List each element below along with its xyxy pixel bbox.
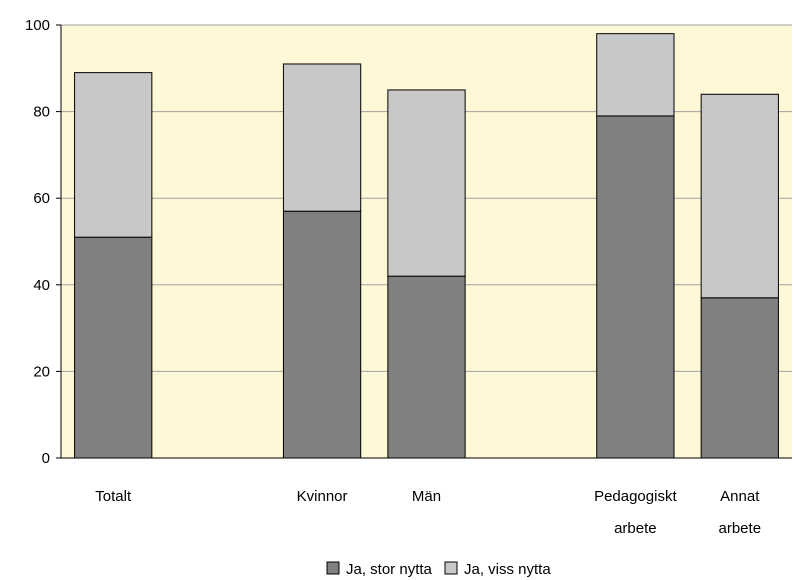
bar-viss-nytta [700, 93, 779, 299]
y-tick-label: 0 [42, 450, 50, 467]
bar-stor-nytta [387, 275, 466, 459]
legend-label: Ja, viss nytta [464, 561, 551, 578]
bar-stor-nytta [282, 210, 362, 459]
bars [74, 33, 779, 459]
x-category-label: Pedagogiskt [594, 488, 677, 505]
x-category-label: Män [412, 488, 441, 505]
legend-swatch [326, 561, 340, 575]
bar-viss-nytta [282, 63, 362, 212]
legend: Ja, stor nytta Ja, viss nytta [326, 561, 551, 578]
x-category-label: Annat [720, 488, 760, 505]
y-tick-label: 20 [33, 363, 50, 380]
bar-viss-nytta [387, 89, 466, 277]
x-category-label: arbete [614, 520, 657, 537]
bar-viss-nytta [596, 33, 675, 117]
y-tick-label: 100 [25, 17, 50, 34]
legend-label: Ja, stor nytta [346, 561, 433, 578]
legend-swatch [444, 561, 458, 575]
y-tick-label: 60 [33, 190, 50, 207]
bar-stor-nytta [596, 115, 675, 459]
y-tick-label: 40 [33, 277, 50, 294]
x-axis-labels: Totalt Kvinnor Män Pedagogiskt arbete Annat ar… [95, 488, 761, 537]
y-tick-label: 80 [33, 104, 50, 121]
x-category-label: Totalt [95, 488, 132, 505]
bar-viss-nytta [74, 72, 153, 238]
y-axis-ticks: 0 20 40 60 80 100 [25, 17, 61, 467]
x-category-label: Kvinnor [297, 488, 348, 505]
x-category-label: arbete [719, 520, 762, 537]
bar-stor-nytta [74, 236, 153, 459]
bar-stor-nytta [700, 297, 779, 459]
